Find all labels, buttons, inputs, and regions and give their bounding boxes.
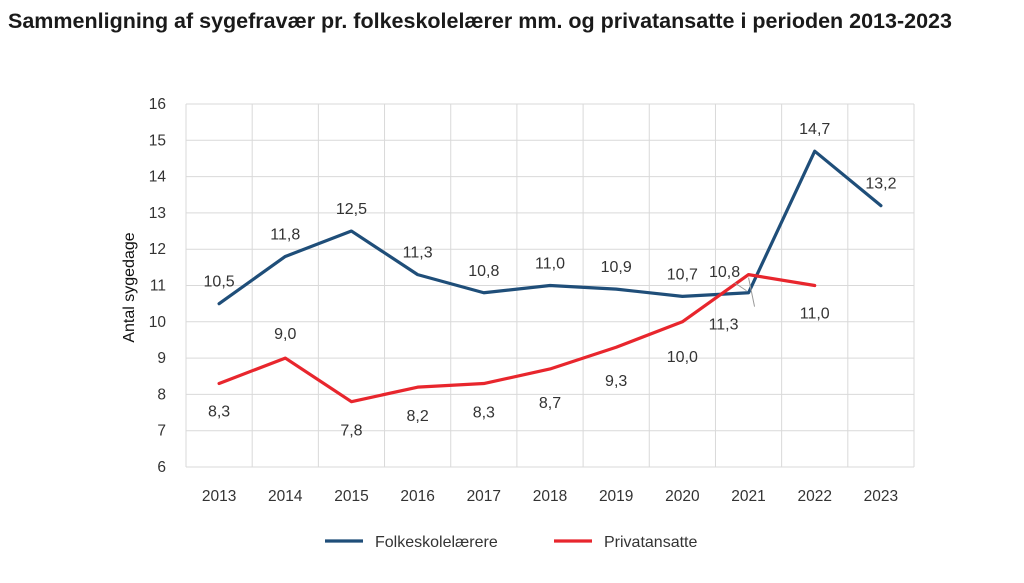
series-line-privatansatte <box>217 273 817 404</box>
data-label: 10,7 <box>667 266 698 283</box>
data-label: 9,0 <box>274 326 296 343</box>
y-tick-label: 10 <box>149 314 167 331</box>
data-label: 11,3 <box>403 245 433 262</box>
y-tick-label: 11 <box>150 278 166 295</box>
x-tick-label: 2022 <box>797 488 831 505</box>
data-label: 10,5 <box>204 274 235 291</box>
x-tick-label: 2018 <box>533 488 567 505</box>
data-label: 7,8 <box>340 423 362 440</box>
y-tick-label: 12 <box>149 241 166 258</box>
y-tick-label: 8 <box>157 386 166 403</box>
x-tick-label: 2023 <box>864 488 898 505</box>
data-label: 9,3 <box>605 373 627 390</box>
x-tick-label: 2016 <box>400 488 434 505</box>
data-label: 12,5 <box>336 201 367 218</box>
chart-title: Sammenligning af sygefravær pr. folkesko… <box>8 9 952 33</box>
x-tick-label: 2017 <box>467 488 501 505</box>
x-tick-label: 2019 <box>599 488 633 505</box>
data-label: 10,0 <box>667 349 698 366</box>
data-label: 10,9 <box>601 259 632 276</box>
x-tick-label: 2014 <box>268 488 303 505</box>
data-label: 10,8 <box>468 263 499 280</box>
data-label: 10,8 <box>709 264 740 281</box>
data-label: 13,2 <box>865 176 896 193</box>
legend-label: Folkeskolelærere <box>375 534 498 551</box>
x-tick-label: 2013 <box>202 488 236 505</box>
y-tick-label: 14 <box>149 169 167 186</box>
y-tick-label: 13 <box>149 205 166 222</box>
leader-line <box>734 282 747 292</box>
y-tick-label: 15 <box>149 132 166 149</box>
legend-label: Privatansatte <box>604 534 697 551</box>
data-label: 11,0 <box>800 306 830 323</box>
x-tick-label: 2021 <box>731 488 765 505</box>
data-label: 11,8 <box>270 226 300 243</box>
y-axis-title: Antal sygedage <box>121 232 138 342</box>
data-label: 11,3 <box>709 317 739 334</box>
y-tick-label: 9 <box>157 350 166 367</box>
data-label: 8,2 <box>407 408 429 425</box>
data-label: 14,7 <box>799 121 830 138</box>
y-tick-label: 6 <box>157 459 166 476</box>
leader-line <box>748 277 756 307</box>
x-tick-label: 2020 <box>665 488 700 505</box>
data-label: 8,3 <box>473 405 495 422</box>
y-tick-label: 7 <box>157 423 166 440</box>
x-tick-label: 2015 <box>334 488 368 505</box>
data-label: 11,0 <box>535 256 565 273</box>
data-label: 8,3 <box>208 404 230 421</box>
y-tick-label: 16 <box>149 96 166 113</box>
data-label: 8,7 <box>539 395 561 412</box>
